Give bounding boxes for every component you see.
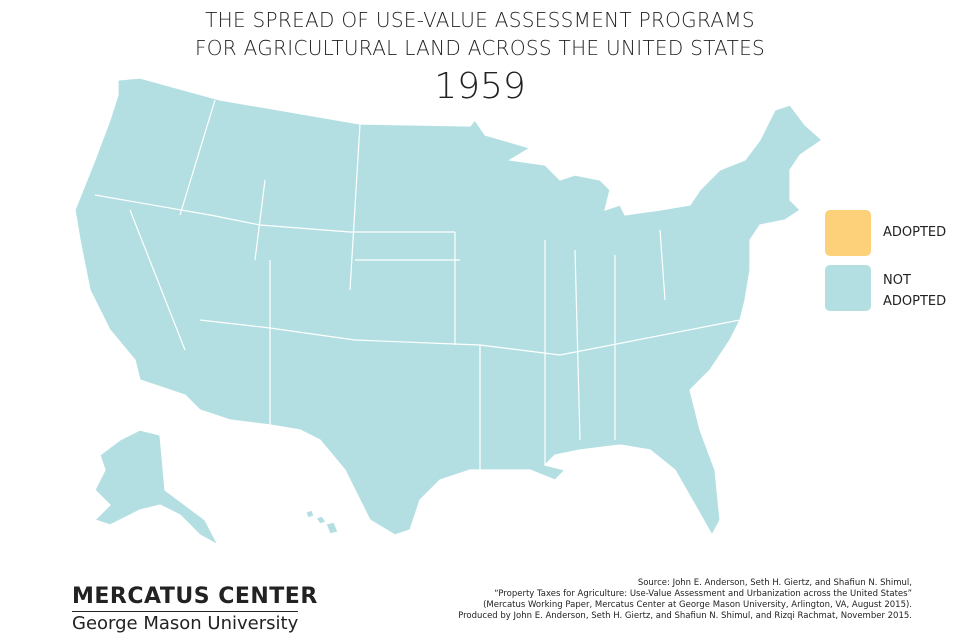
legend-label: NOT ADOPTED <box>883 273 947 309</box>
source-line: “Property Taxes for Agriculture: Use-Val… <box>494 589 912 599</box>
legend-swatch <box>825 210 871 256</box>
source-line: (Mercatus Working Paper, Mercatus Center… <box>483 600 912 610</box>
state-borders <box>94 99 741 470</box>
map <box>74 77 823 547</box>
title: THE SPREAD OF USE-VALUE ASSESSMENT PROGR… <box>0 6 960 62</box>
legend-item: NOT ADOPTED <box>825 265 960 312</box>
hawaii <box>305 509 339 535</box>
legend-label: ADOPTED <box>883 225 947 240</box>
legend-item: ADOPTED <box>825 210 960 256</box>
title-line: THE SPREAD OF USE-VALUE ASSESSMENT PROGR… <box>205 8 755 32</box>
title-line: FOR AGRICULTURAL LAND ACROSS THE UNITED … <box>194 36 766 60</box>
contiguous-us <box>74 77 823 537</box>
legend-swatch <box>825 265 871 311</box>
source: Source: John E. Anderson, Seth H. Giertz… <box>458 578 912 622</box>
logo-name: MERCATUS CENTER <box>72 584 318 609</box>
logo-rule <box>72 611 298 612</box>
source-line: Produced by John E. Anderson, Seth H. Gi… <box>458 611 912 621</box>
source-line: Source: John E. Anderson, Seth H. Giertz… <box>637 578 912 588</box>
logo-university: George Mason University <box>72 613 299 634</box>
alaska <box>93 429 220 547</box>
year: 1959 <box>434 66 526 107</box>
us-map <box>74 77 823 547</box>
